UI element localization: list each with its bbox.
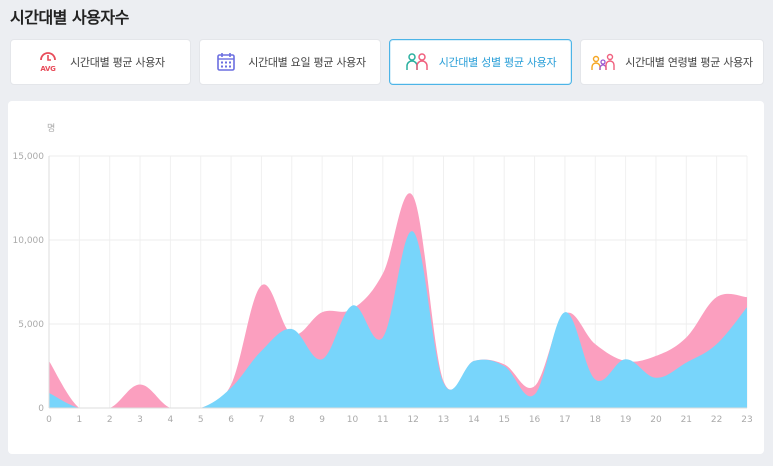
- x-tick-label: 5: [198, 415, 204, 425]
- tab-age-average[interactable]: 시간대별 연령별 평균 사용자: [580, 39, 764, 85]
- x-tick-label: 19: [620, 415, 632, 425]
- chart-card: 0 5,000 10,000 15,000 0 1 2 3 4 5 6 7 8 9 10 11 12 13 14 1…: [8, 101, 764, 454]
- calendar-icon: [214, 50, 238, 74]
- x-tick-label: 17: [559, 415, 570, 425]
- series-area-male: [49, 231, 747, 408]
- tab-label: 시간대별 연령별 평균 사용자: [625, 56, 753, 69]
- x-tick-label: 2: [107, 415, 113, 425]
- tab-hourly-average[interactable]: AVG 시간대별 평균 사용자: [10, 39, 191, 85]
- x-tick-label: 3: [137, 415, 143, 425]
- x-tick-label: 9: [319, 415, 325, 425]
- tab-label: 시간대별 요일 평균 사용자: [248, 56, 366, 69]
- chart-areas: [48, 156, 747, 409]
- y-axis-ticks: 0 5,000 10,000 15,000: [13, 152, 45, 414]
- x-tick-label: 8: [289, 415, 295, 425]
- x-tick-label: 22: [711, 415, 722, 425]
- x-tick-label: 16: [529, 415, 541, 425]
- age-users-icon: [591, 50, 615, 74]
- y-tick-label: 5,000: [18, 320, 44, 330]
- x-tick-label: 0: [46, 415, 52, 425]
- x-tick-label: 1: [76, 415, 82, 425]
- tab-bar: AVG 시간대별 평균 사용자 시간대별 요일 평균 사용자: [10, 39, 764, 87]
- x-tick-label: 13: [438, 415, 449, 425]
- gender-users-icon: [405, 50, 429, 74]
- tab-label: 시간대별 성별 평균 사용자: [438, 56, 557, 69]
- avg-icon-text: AVG: [41, 65, 57, 73]
- tab-label: 시간대별 평균 사용자: [70, 56, 165, 69]
- x-tick-label: 6: [228, 415, 234, 425]
- x-tick-label: 10: [347, 415, 359, 425]
- x-tick-label: 18: [590, 415, 602, 425]
- x-tick-label: 11: [377, 415, 388, 425]
- x-tick-label: 14: [468, 415, 480, 425]
- y-tick-label: 0: [38, 404, 44, 414]
- y-tick-label: 15,000: [13, 152, 45, 162]
- x-tick-label: 15: [498, 415, 509, 425]
- page-title: 시간대별 사용자수: [10, 8, 129, 27]
- avg-clock-icon: AVG: [36, 50, 60, 74]
- tab-weekday-average[interactable]: 시간대별 요일 평균 사용자: [199, 39, 381, 85]
- tab-gender-average[interactable]: 시간대별 성별 평균 사용자: [389, 39, 572, 85]
- x-tick-label: 4: [168, 415, 174, 425]
- x-tick-label: 23: [741, 415, 752, 425]
- y-axis-unit: 명: [47, 123, 55, 134]
- x-axis-ticks: 0 1 2 3 4 5 6 7 8 9 10 11 12 13 14 15 16 17 18 19 20 21 22 23: [46, 415, 753, 425]
- x-tick-label: 21: [681, 415, 692, 425]
- y-tick-label: 10,000: [13, 236, 45, 246]
- x-tick-label: 12: [407, 415, 418, 425]
- x-tick-label: 20: [650, 415, 662, 425]
- x-tick-label: 7: [259, 415, 265, 425]
